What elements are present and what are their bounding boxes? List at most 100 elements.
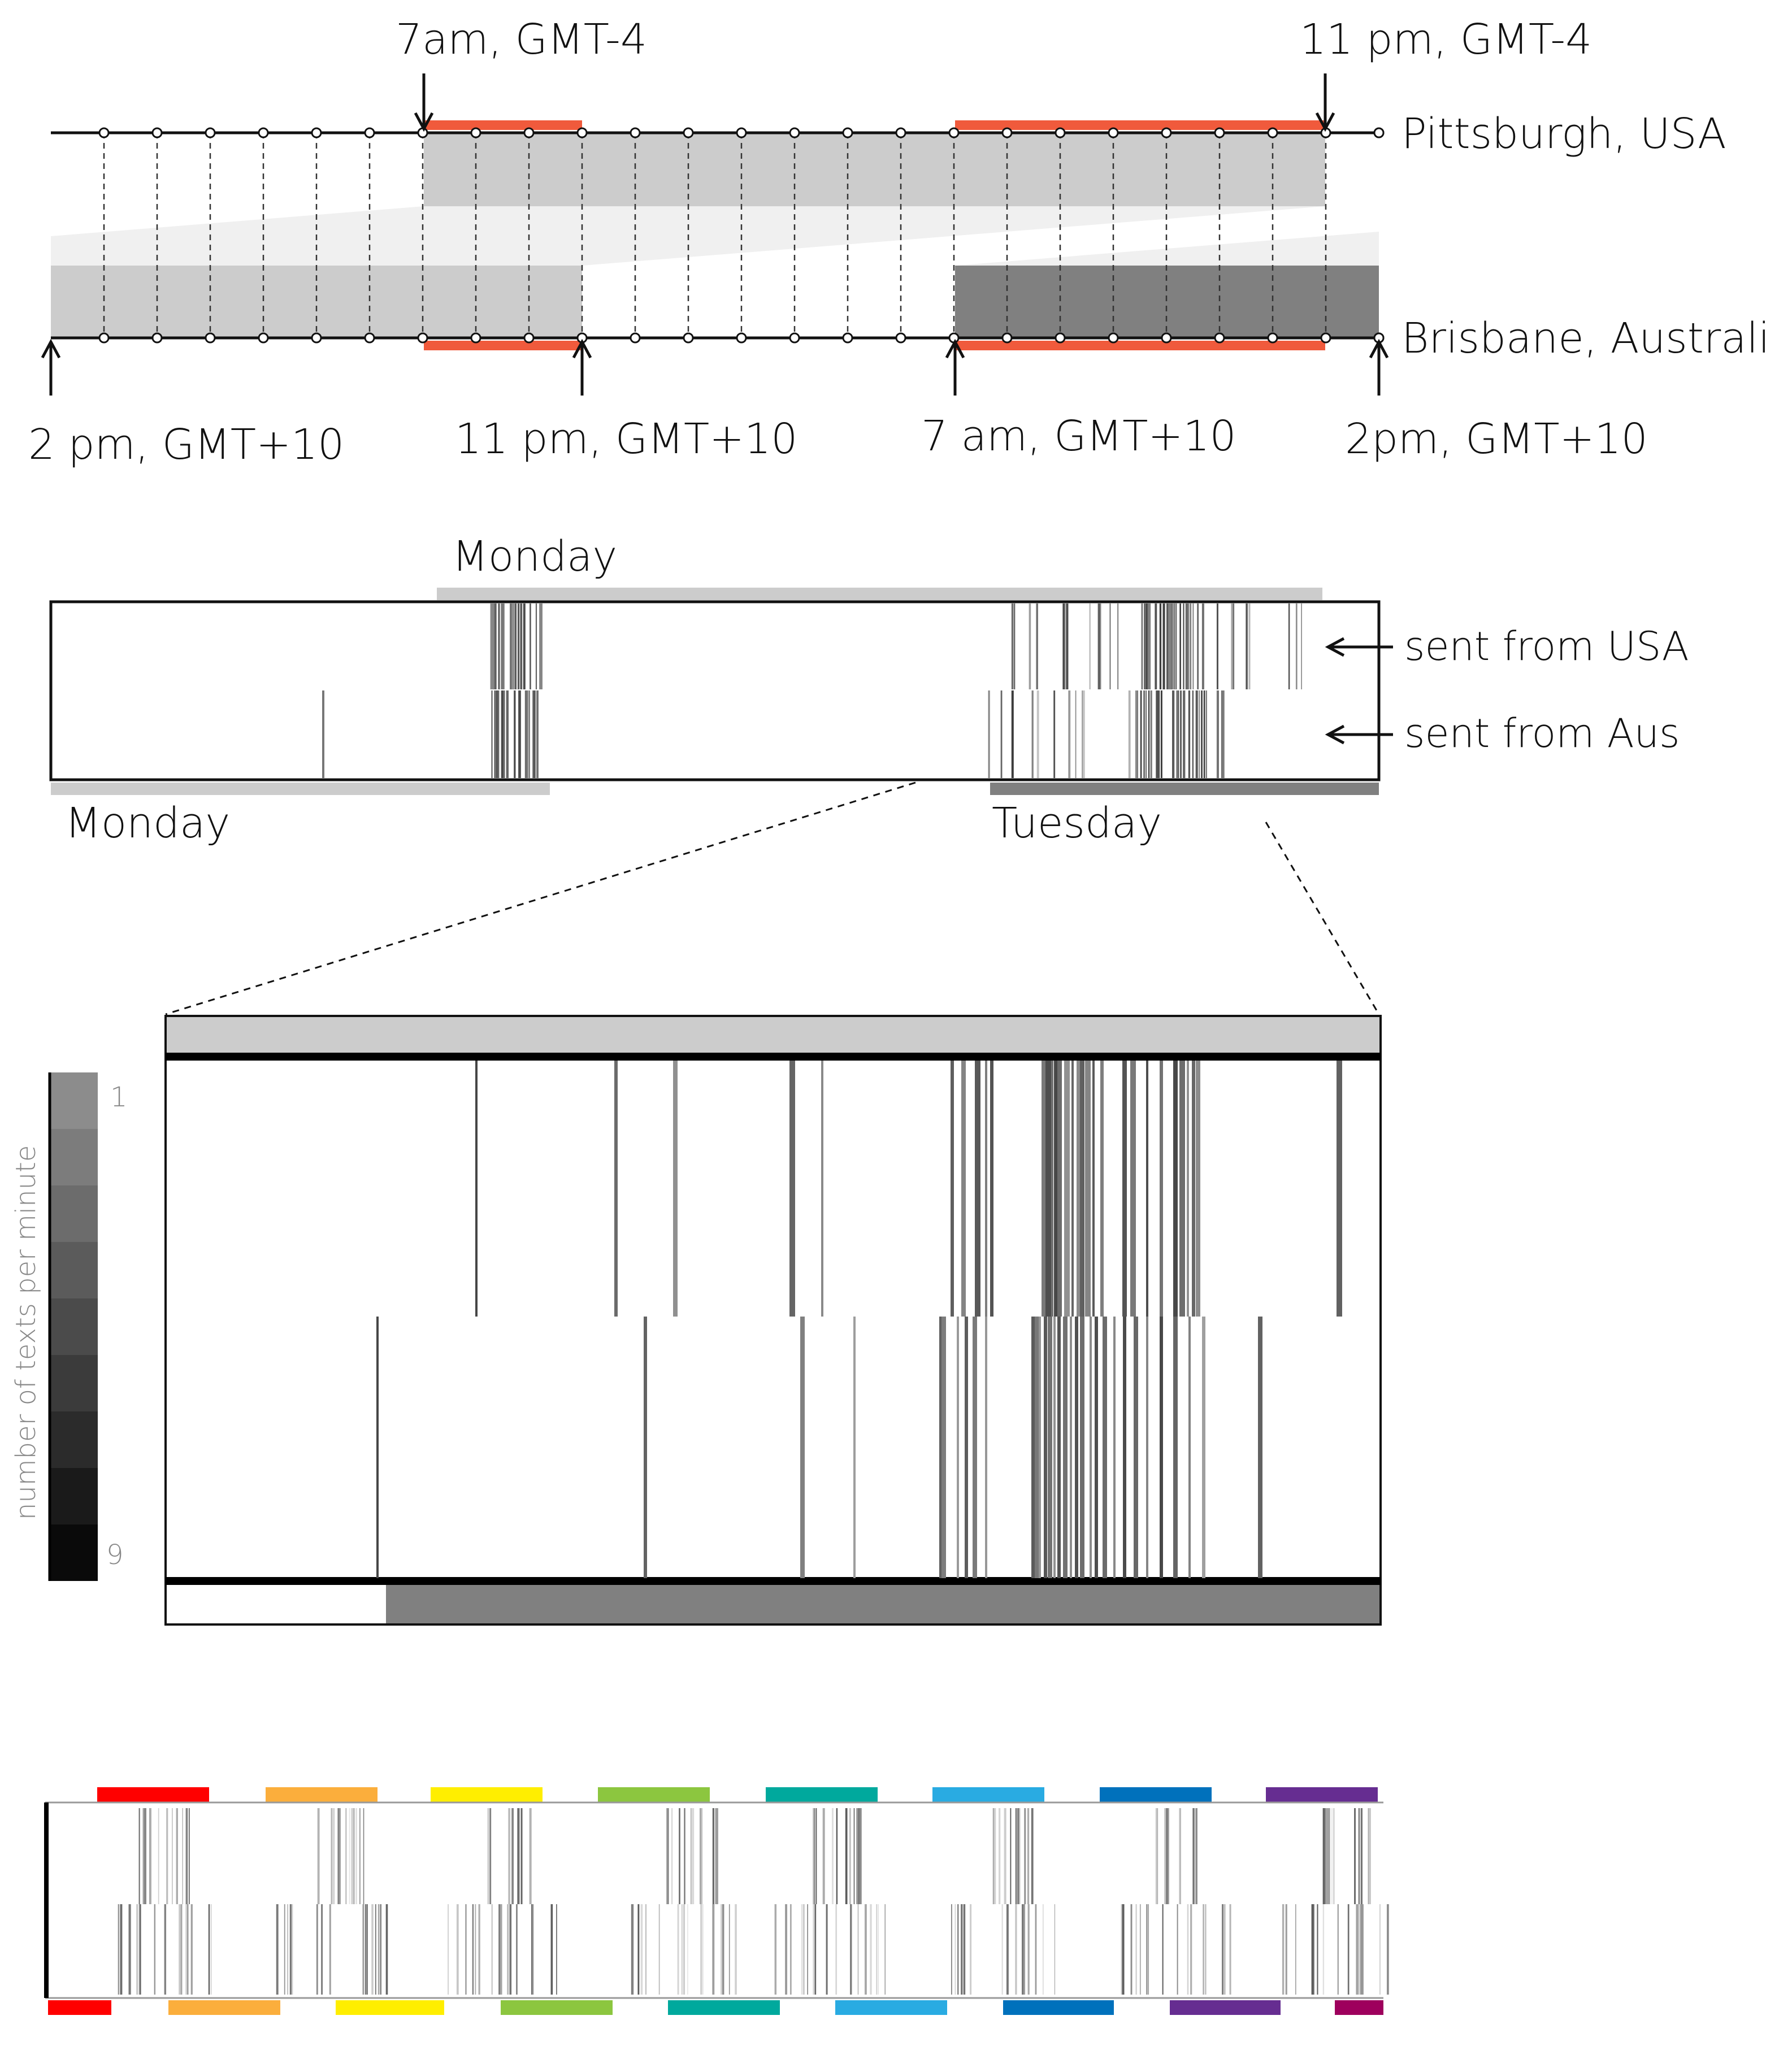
brisbane-awake-bar-2 [955, 341, 1325, 350]
tuesday-aus-bar [990, 783, 1379, 795]
legend-min-label: 1 [110, 1081, 128, 1113]
day-color-bar [766, 1787, 878, 1802]
day-color-bar [668, 2000, 780, 2015]
hour-dot-bottom [523, 332, 535, 344]
zoom-usa-text-ticks [475, 1061, 1342, 1317]
multi-day-bottom-color-bars [48, 2000, 1383, 2015]
legend-step [50, 1129, 98, 1185]
label-11pm-gmt10: 11 pm, GMT+10 [455, 415, 797, 463]
day-color-bar [1170, 2000, 1281, 2015]
legend-step [50, 1242, 98, 1298]
hour-dot-bottom [1055, 332, 1066, 344]
legend-title: number of texts per minute [10, 1145, 42, 1520]
arrow-2pm-gmt10-b [1369, 338, 1389, 396]
day-color-bar [168, 2000, 280, 2015]
hour-dot-top [151, 127, 163, 138]
label-7am-gmt-4: 7am, GMT-4 [396, 15, 647, 64]
hour-dot-bottom [736, 332, 747, 344]
label-2pm-gmt10-b: 2pm, GMT+10 [1345, 415, 1648, 463]
zoom-view: 1 9 number of texts per minute [10, 1015, 1382, 1626]
timezone-diagram: 7am, GMT-4 11 pm, GMT-4 Pittsburgh, USA … [28, 15, 1766, 469]
hour-dot-bottom [205, 332, 216, 344]
hour-dot-top [1055, 127, 1066, 138]
hour-dot-bottom [417, 332, 428, 344]
label-7am-gmt10: 7 am, GMT+10 [921, 412, 1236, 461]
hour-dot-top [1001, 127, 1013, 138]
multi-day-text-ticks [118, 1808, 1389, 1995]
hour-dot-top [683, 127, 694, 138]
day-color-bar [266, 1787, 378, 1802]
hour-dot-bottom [1320, 332, 1331, 344]
hour-dot-top [205, 127, 216, 138]
day-color-bar [501, 2000, 613, 2015]
hour-dot-top [1108, 127, 1119, 138]
day-color-bar [932, 1787, 1044, 1802]
day-color-bar [1003, 2000, 1114, 2015]
hour-dot-top [895, 127, 906, 138]
day-color-bar [1266, 1787, 1378, 1802]
hour-dot-bottom [683, 332, 694, 344]
hour-dashed-lines [103, 133, 1327, 338]
legend-color-scale [48, 1072, 98, 1581]
legend-step [50, 1072, 98, 1129]
day-color-bar [835, 2000, 947, 2015]
hour-dot-bottom [1001, 332, 1013, 344]
label-tuesday-bottom: Tuesday [992, 799, 1162, 848]
hour-dot-top [630, 127, 641, 138]
city-pittsburgh: Pittsburgh, USA [1401, 110, 1726, 158]
hour-dot-top [789, 127, 800, 138]
hour-dot-bottom [151, 332, 163, 344]
hour-dot-top [1373, 127, 1385, 138]
label-11pm-gmt-4: 11 pm, GMT-4 [1300, 15, 1592, 64]
label-sent-from-aus: sent from Aus [1404, 710, 1680, 757]
day-color-bar [431, 1787, 543, 1802]
hour-dot-top [470, 127, 481, 138]
arrow-7am-gmt-4 [414, 73, 434, 132]
hour-dot-top [523, 127, 535, 138]
hour-dot-bottom [895, 332, 906, 344]
day-color-bar [48, 2000, 111, 2015]
arrow-sent-from-aus [1325, 724, 1393, 745]
hour-dot-top [1267, 127, 1278, 138]
brisbane-awake-bar-1 [424, 341, 582, 350]
overview-aus-text-ticks [322, 690, 1225, 778]
hour-dot-bottom [842, 332, 853, 344]
hour-dot-bottom [630, 332, 641, 344]
hour-dot-bottom [1108, 332, 1119, 344]
zoom-aus-text-ticks [376, 1317, 1262, 1578]
arrow-11pm-gmt-4 [1315, 73, 1335, 132]
hour-dot-bottom [1214, 332, 1225, 344]
arrow-2pm-gmt10-a [41, 338, 61, 396]
overview-usa-text-ticks [490, 603, 1302, 689]
hour-markers [98, 127, 1385, 344]
arrow-7am-gmt10 [945, 338, 965, 396]
day-color-bar [1100, 1787, 1212, 1802]
hour-dot-bottom [364, 332, 375, 344]
zoom-bottom-white-band [166, 1584, 386, 1624]
hour-dot-top [1161, 127, 1172, 138]
hour-dot-top [576, 127, 588, 138]
multi-day-view [44, 1787, 1389, 2015]
day-color-bar [336, 2000, 444, 2015]
overview-strip: Monday Monday Tuesday sent from USA sent… [49, 532, 1689, 1015]
hour-dot-top [948, 127, 960, 138]
legend-step [50, 1524, 98, 1581]
hour-dot-top [736, 127, 747, 138]
city-brisbane: Brisbane, Australia [1401, 314, 1766, 363]
pittsburgh-awake-bar-2 [955, 120, 1325, 130]
day-color-bar [598, 1787, 710, 1802]
hour-dot-bottom [258, 332, 269, 344]
zoom-connector-right [1265, 822, 1380, 1015]
zoom-top-band [164, 1015, 1382, 1055]
hour-dot-top [842, 127, 853, 138]
monday-aus-bar [51, 783, 550, 795]
hour-dot-top [1214, 127, 1225, 138]
multi-day-top-color-bars [97, 1787, 1378, 1802]
hour-dot-top [258, 127, 269, 138]
label-sent-from-usa: sent from USA [1404, 623, 1689, 670]
label-2pm-gmt10-a: 2 pm, GMT+10 [28, 420, 344, 469]
legend-step [50, 1185, 98, 1242]
hour-dot-bottom [789, 332, 800, 344]
label-monday-bottom: Monday [65, 799, 230, 848]
